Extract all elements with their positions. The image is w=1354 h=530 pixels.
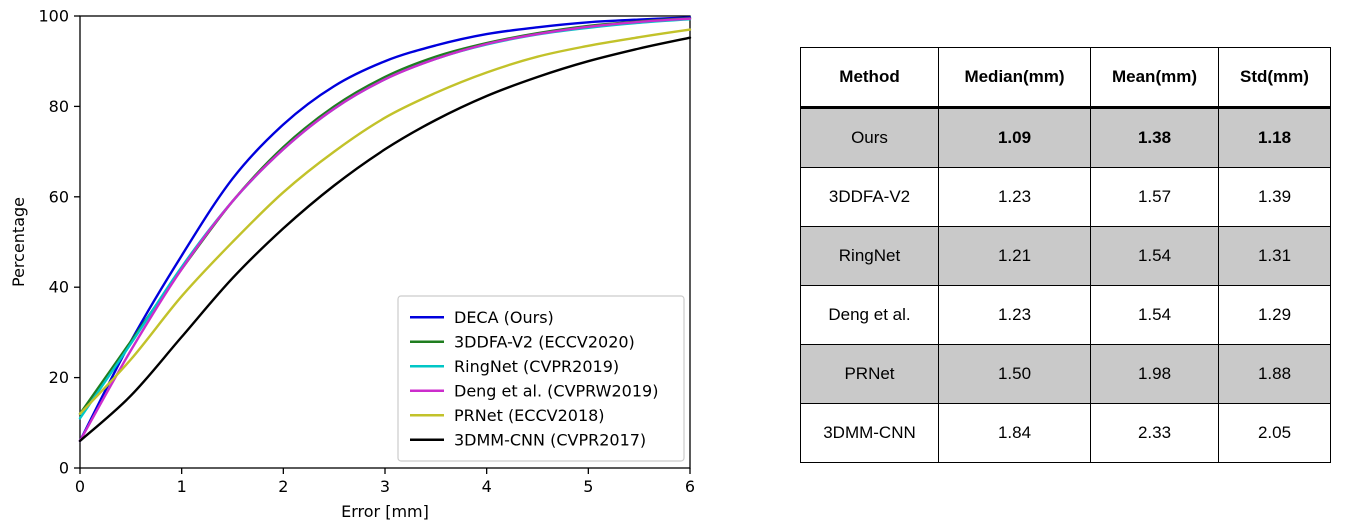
- results-table: Method Median(mm) Mean(mm) Std(mm) Ours 1…: [800, 47, 1331, 463]
- legend-label: 3DDFA-V2 (ECCV2020): [454, 332, 635, 351]
- chart-line-prnet-eccv2018: [78, 28, 692, 415]
- x-tick-label: 0: [75, 477, 85, 496]
- cell-mean: 1.57: [1090, 167, 1219, 227]
- legend-label: Deng et al. (CVPRW2019): [454, 381, 658, 400]
- cell-std: 1.88: [1218, 344, 1331, 404]
- cell-method: 3DMM-CNN: [800, 403, 939, 463]
- table-row: PRNet 1.50 1.98 1.88: [800, 344, 1331, 404]
- cell-std: 1.39: [1218, 167, 1331, 227]
- x-tick-label: 6: [685, 477, 695, 496]
- cell-median: 1.23: [938, 285, 1091, 345]
- x-axis-label: Error [mm]: [341, 502, 429, 521]
- chart-line-deca-ours: [78, 16, 692, 443]
- x-tick-label: 4: [482, 477, 492, 496]
- cell-mean: 1.38: [1090, 107, 1219, 168]
- y-tick-label: 80: [49, 97, 69, 116]
- cell-std: 2.05: [1218, 403, 1331, 463]
- col-method: Method: [800, 47, 939, 109]
- cell-method: PRNet: [800, 344, 939, 404]
- col-mean: Mean(mm): [1090, 47, 1219, 109]
- x-tick-label: 1: [177, 477, 187, 496]
- y-tick-label: 20: [49, 368, 69, 387]
- chart-line-deng-et-al-cvprw2019: [78, 17, 692, 443]
- cell-mean: 2.33: [1090, 403, 1219, 463]
- cell-mean: 1.54: [1090, 285, 1219, 345]
- table-header: Method Median(mm) Mean(mm) Std(mm): [800, 47, 1331, 109]
- y-tick-label: 60: [49, 187, 69, 206]
- y-tick-label: 40: [49, 278, 69, 297]
- legend-box: [397, 295, 685, 462]
- col-std: Std(mm): [1218, 47, 1331, 109]
- x-tick-label: 5: [583, 477, 593, 496]
- cell-median: 1.21: [938, 226, 1091, 286]
- y-tick-label: 100: [38, 7, 69, 26]
- cell-method: Ours: [800, 107, 939, 168]
- cell-std: 1.18: [1218, 107, 1331, 168]
- table-row: Ours 1.09 1.38 1.18: [800, 107, 1331, 168]
- cell-median: 1.09: [938, 107, 1091, 168]
- y-tick-label: 0: [59, 459, 69, 478]
- legend-label: PRNet (ECCV2018): [454, 406, 605, 425]
- x-tick-label: 3: [380, 477, 390, 496]
- table-body: Ours 1.09 1.38 1.18 3DDFA-V2 1.23 1.57 1.39 Ring…: [800, 107, 1331, 463]
- results-table-panel: Method Median(mm) Mean(mm) Std(mm) Ours 1…: [800, 47, 1332, 463]
- legend: DECA (Ours) 3DDFA-V2 (ECCV2020) RingNet (C…: [397, 295, 685, 462]
- cell-std: 1.29: [1218, 285, 1331, 345]
- cumulative-error-chart: 0 1 2 3 4 5 6 0 20 40 60 80 100 Error [mm] Percentage D…: [9, 7, 695, 522]
- legend-label: RingNet (CVPR2019): [454, 357, 619, 376]
- cell-method: 3DDFA-V2: [800, 167, 939, 227]
- chart-line-3dmm-cnn-cvpr2017: [78, 36, 692, 443]
- cell-mean: 1.54: [1090, 226, 1219, 286]
- cell-method: RingNet: [800, 226, 939, 286]
- table-row: 3DMM-CNN 1.84 2.33 2.05: [800, 403, 1331, 463]
- legend-label: DECA (Ours): [454, 308, 554, 327]
- cell-mean: 1.98: [1090, 344, 1219, 404]
- legend-label: 3DMM-CNN (CVPR2017): [454, 430, 646, 449]
- y-axis-label: Percentage: [9, 197, 28, 287]
- col-median: Median(mm): [938, 47, 1091, 109]
- table-row: RingNet 1.21 1.54 1.31: [800, 226, 1331, 286]
- table-row: 3DDFA-V2 1.23 1.57 1.39: [800, 167, 1331, 227]
- cell-median: 1.84: [938, 403, 1091, 463]
- cell-method: Deng et al.: [800, 285, 939, 345]
- table-row: Deng et al. 1.23 1.54 1.29: [800, 285, 1331, 345]
- cell-median: 1.23: [938, 167, 1091, 227]
- x-tick-label: 2: [278, 477, 288, 496]
- cell-median: 1.50: [938, 344, 1091, 404]
- cell-std: 1.31: [1218, 226, 1331, 286]
